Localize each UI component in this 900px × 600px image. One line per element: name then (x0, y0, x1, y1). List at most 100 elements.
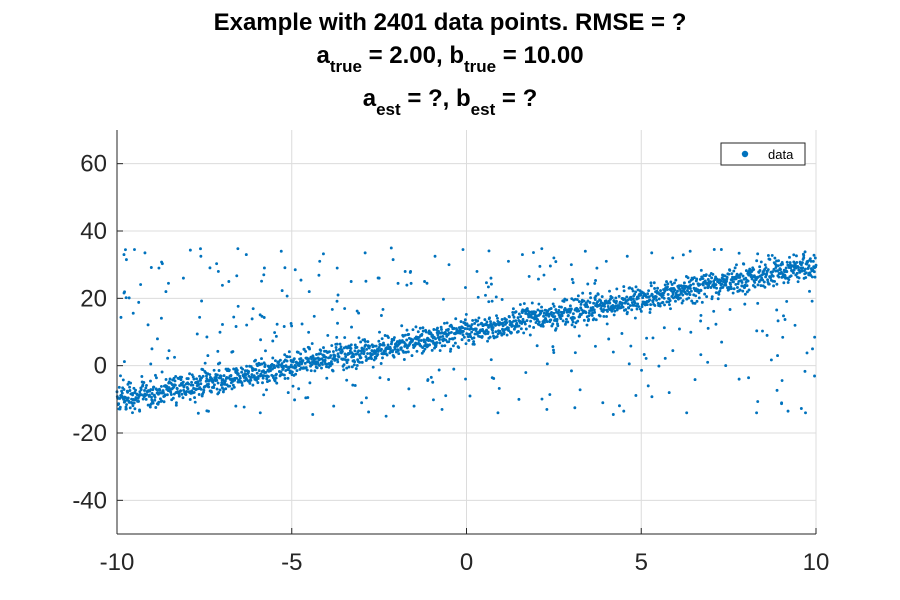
data-point (438, 349, 442, 352)
data-point-outlier (425, 281, 429, 285)
data-point-outlier (200, 299, 204, 303)
data-point-outlier (634, 394, 638, 397)
data-point (639, 309, 643, 313)
data-point (505, 321, 509, 324)
data-point-outlier (119, 315, 123, 319)
data-point-outlier (737, 251, 741, 255)
data-point (309, 369, 313, 373)
data-point (724, 283, 728, 287)
data-point-outlier (573, 351, 577, 355)
data-point (485, 328, 488, 332)
data-point (340, 350, 344, 354)
data-point (541, 324, 545, 328)
data-point (720, 282, 724, 286)
data-point (294, 365, 298, 369)
data-point (734, 282, 738, 286)
data-point (432, 328, 436, 331)
data-point-outlier (532, 251, 535, 255)
data-point (438, 341, 442, 345)
data-point (588, 301, 592, 304)
data-point (255, 371, 259, 375)
data-point (678, 287, 682, 291)
data-point (448, 349, 452, 353)
data-point (557, 311, 560, 315)
data-point-outlier (159, 316, 163, 320)
data-point (173, 379, 177, 383)
data-point-outlier (586, 282, 590, 286)
data-point (402, 358, 406, 361)
data-point-outlier (756, 301, 760, 305)
data-point-outlier (792, 253, 796, 257)
data-point (193, 400, 197, 404)
data-point (383, 334, 387, 337)
data-point (190, 380, 194, 384)
data-point (615, 299, 618, 303)
y-tick-label: -40 (72, 487, 107, 514)
data-point-outlier (769, 358, 773, 362)
data-point-outlier (199, 247, 202, 251)
data-point-outlier (335, 266, 339, 270)
data-point (276, 365, 280, 369)
data-point-outlier (468, 394, 472, 398)
data-point (525, 307, 529, 311)
y-tick-label: 40 (80, 218, 107, 245)
data-point-outlier (548, 264, 552, 268)
data-point (411, 338, 415, 342)
data-point (264, 349, 267, 353)
data-point (304, 366, 308, 370)
data-point (623, 297, 627, 301)
data-point (582, 318, 586, 322)
data-point (400, 324, 404, 328)
data-point-outlier (780, 379, 784, 383)
data-point (232, 385, 236, 389)
data-point (573, 325, 577, 329)
data-point (280, 362, 284, 366)
data-point (537, 302, 541, 306)
data-point (467, 338, 471, 342)
y-tick-label: 60 (80, 151, 107, 178)
data-point (762, 280, 766, 284)
data-point (756, 252, 760, 256)
data-point (215, 378, 219, 382)
data-point-outlier (173, 355, 176, 359)
data-point-outlier (604, 259, 608, 263)
data-point (781, 262, 784, 266)
data-point-outlier (538, 264, 542, 268)
data-point-outlier (487, 249, 491, 253)
data-point-outlier (392, 404, 395, 408)
data-point-outlier (122, 253, 126, 257)
data-point (320, 366, 323, 370)
data-point-outlier (409, 269, 413, 273)
data-point (210, 390, 213, 394)
data-point-outlier (583, 249, 587, 253)
data-point (703, 286, 707, 290)
data-point (674, 299, 677, 303)
data-point (787, 278, 791, 282)
data-point (446, 327, 450, 331)
data-point-outlier (743, 302, 747, 306)
data-point (659, 289, 663, 293)
data-point-outlier (235, 274, 239, 278)
data-point (149, 379, 152, 383)
data-point (691, 282, 695, 286)
data-point (552, 311, 556, 315)
data-point (770, 253, 774, 257)
data-point (380, 337, 384, 341)
data-point-outlier (663, 356, 667, 360)
data-point (160, 399, 164, 403)
data-point (774, 265, 778, 269)
data-point (565, 298, 569, 302)
data-point (808, 271, 812, 275)
data-point (689, 283, 693, 287)
data-point (382, 343, 386, 347)
data-point (792, 271, 795, 275)
data-point (587, 318, 591, 321)
data-point (685, 289, 689, 293)
data-point (802, 256, 806, 260)
data-point (736, 282, 740, 286)
data-point-outlier (810, 299, 814, 303)
data-point (366, 352, 370, 355)
data-point (319, 349, 323, 353)
data-point-outlier (262, 393, 266, 397)
data-point-outlier (554, 260, 558, 264)
